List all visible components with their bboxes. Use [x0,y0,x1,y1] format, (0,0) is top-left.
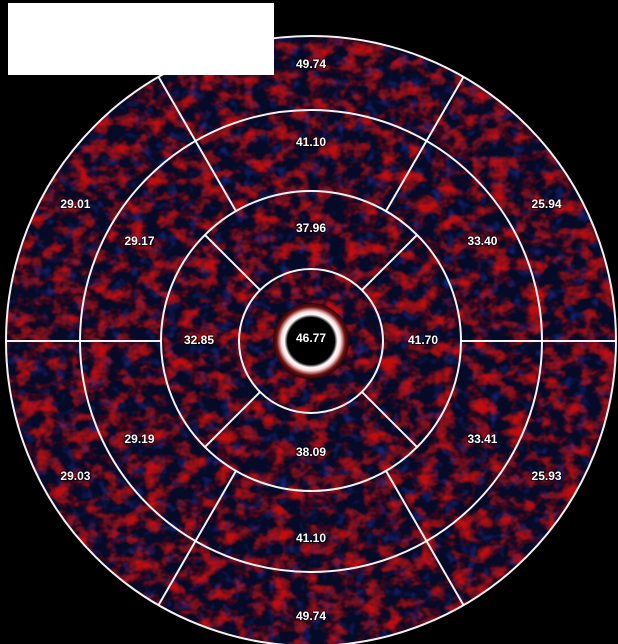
segment-divider-4 [361,391,418,448]
segment-value-middle-upper-right: 33.40 [467,234,497,248]
segment-divider-6 [157,76,237,212]
segment-value-outer-lower-right: 25.93 [532,469,562,483]
segment-value-inner-right: 41.70 [408,333,438,347]
segment-value-middle-top: 41.10 [296,135,326,149]
segment-divider-6 [385,470,465,606]
segment-value-outer-lower-left: 29.03 [60,469,90,483]
segment-value-middle-lower-left: 29.19 [125,432,155,446]
segment-value-middle-upper-left: 29.17 [125,234,155,248]
segment-value-apex-center: 46.77 [296,331,326,345]
segment-divider-4 [204,234,261,291]
segment-value-outer-top: 49.74 [296,57,326,71]
segment-value-middle-lower-right: 33.41 [467,432,497,446]
apex-ring-circle [238,268,384,414]
redaction-box [8,3,274,75]
segment-value-outer-upper-right: 25.94 [532,197,562,211]
apex-ring-glow [273,303,349,379]
segment-divider-6 [385,76,465,212]
segment-divider-4 [204,391,261,448]
segment-divider-4 [361,234,418,291]
segment-value-inner-top: 37.96 [296,221,326,235]
segment-value-inner-bottom: 38.09 [296,445,326,459]
segment-value-inner-left: 32.85 [184,333,214,347]
segment-value-outer-upper-left: 29.01 [60,197,90,211]
segment-value-outer-bottom: 49.74 [296,609,326,623]
segment-value-middle-bottom: 41.10 [296,531,326,545]
segment-divider-6 [157,470,237,606]
